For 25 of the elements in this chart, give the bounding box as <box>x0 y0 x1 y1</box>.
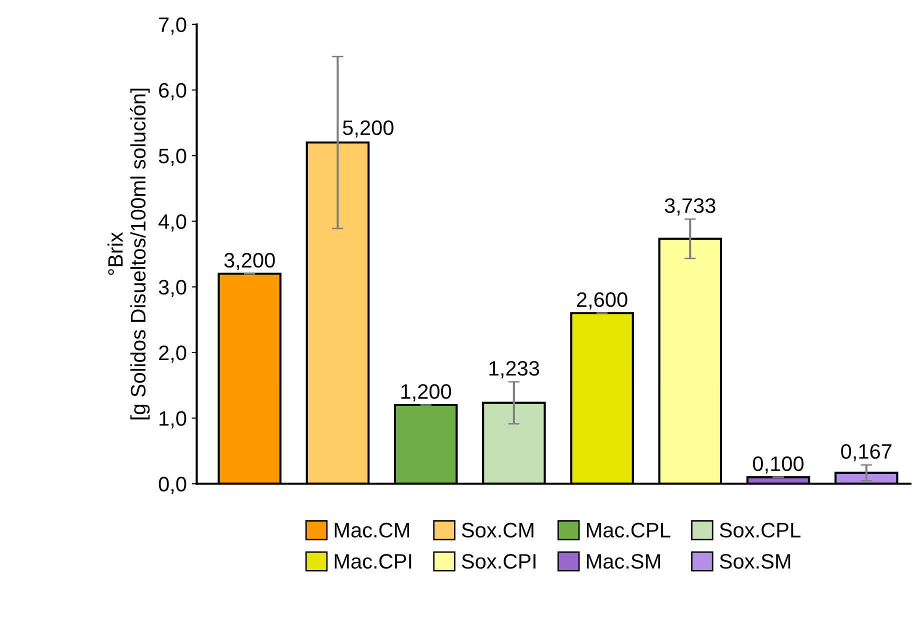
y-tick-label: 4,0 <box>158 214 186 232</box>
legend-label: Mac.CM <box>334 522 409 538</box>
legend-label: Sox.CPI <box>462 554 536 569</box>
y-axis-title: °Brix [g Solidos Disueltos/100ml solución] <box>108 88 150 420</box>
legend-label: Mac.CPL <box>586 522 670 538</box>
legend-label: Sox.CM <box>462 522 534 538</box>
data-label: 3,200 <box>224 252 275 270</box>
data-label: 0,100 <box>753 456 804 474</box>
data-label: 2,600 <box>577 292 628 310</box>
y-tick-label: 7,0 <box>159 17 186 35</box>
y-tick-label: 0,0 <box>158 476 186 494</box>
data-label: 5,200 <box>342 120 394 138</box>
y-tick-label: 3,0 <box>158 280 186 298</box>
y-tick-label: 6,0 <box>159 83 186 100</box>
legend-label: Mac.SM <box>586 554 660 569</box>
legend-label: Mac.CPI <box>334 554 412 569</box>
data-label: 1,200 <box>401 384 452 402</box>
data-label: 1,233 <box>489 360 540 378</box>
data-label: 0,167 <box>841 444 892 462</box>
legend-label: Sox.CPL <box>720 522 800 538</box>
data-label: 3,733 <box>664 198 716 216</box>
y-tick-label: 5,0 <box>158 148 186 166</box>
legend-label: Sox.SM <box>720 554 790 569</box>
y-tick-label: 2,0 <box>159 346 186 363</box>
y-tick-label: 1,0 <box>160 411 186 428</box>
